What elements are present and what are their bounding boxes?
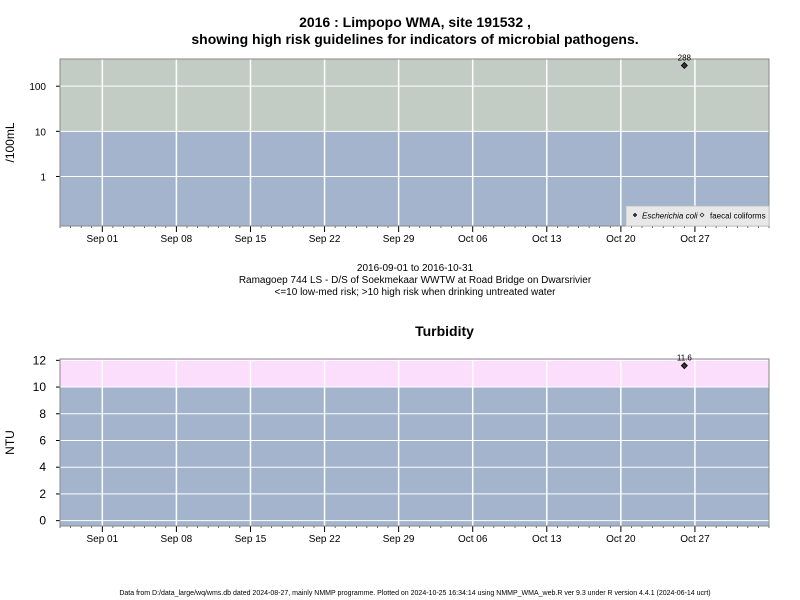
footer-text: Data from D:/data_large/wq/wms.db dated … <box>119 590 711 597</box>
site-description-text: Ramagoep 744 LS - D/S of Soekmekaar WWTW… <box>238 275 592 286</box>
chart-title-line-1: 2016 : Limpopo WMA, site 191532 , <box>299 14 531 30</box>
panel-2-y-tick-label: 8 <box>39 407 46 421</box>
panel-1-legend-label: faecal coliforms <box>710 212 766 221</box>
panel-1-x-tick-label: Oct 13 <box>532 234 562 245</box>
panel-2-low-risk-zone <box>60 387 769 526</box>
panel-2-x-tick-label: Oct 27 <box>680 534 710 545</box>
date-range-text: 2016-09-01 to 2016-10-31 <box>356 263 474 274</box>
panel-1-data-label: 288 <box>678 53 692 62</box>
risk-guideline-text: <=10 low-med risk; >10 high risk when dr… <box>274 287 556 298</box>
panel-1-legend-marker-filled <box>632 212 638 218</box>
panel-1-x-tick-label: Sep 15 <box>235 234 267 245</box>
panel-2-data-point <box>680 362 688 370</box>
panel-2-x-tick-label: Sep 01 <box>86 534 118 545</box>
panel-1-y-tick-label: 1 <box>40 172 46 183</box>
panel-2-y-tick-label: 6 <box>39 433 46 447</box>
panel-1-legend-label: Escherichia coli <box>642 212 698 221</box>
panel-1-y-axis-label: /100mL <box>3 122 17 162</box>
panel-2-x-tick-label: Sep 22 <box>309 534 341 545</box>
panel-2-high-risk-zone <box>60 359 769 388</box>
panel-1-x-tick-label: Oct 06 <box>458 234 488 245</box>
panel-1-x-tick-label: Sep 01 <box>86 234 118 245</box>
panel-1-y-tick-label: 10 <box>35 127 47 138</box>
panel-1-data-point <box>680 61 688 70</box>
panel-1-high-risk-zone <box>60 59 769 132</box>
panel-2-x-tick-label: Sep 08 <box>161 534 193 545</box>
panel-2-y-tick-label: 12 <box>33 353 47 367</box>
panel-2-x-tick-label: Oct 13 <box>532 534 562 545</box>
panel-1-x-tick-label: Sep 08 <box>161 234 193 245</box>
panel-1-legend-marker-open <box>699 212 705 218</box>
panel-1-x-tick-label: Oct 27 <box>680 234 710 245</box>
panel-2-x-tick-label: Sep 29 <box>383 534 415 545</box>
panel-2-y-axis-label: NTU <box>3 430 17 455</box>
panel-2-x-tick-label: Oct 06 <box>458 534 488 545</box>
panel-2-plot-frame <box>59 358 770 527</box>
panel-2-x-tick-label: Sep 15 <box>235 534 267 545</box>
chart-title-line-2: showing high risk guidelines for indicat… <box>191 31 639 47</box>
panel-2-y-tick-label: 0 <box>39 514 46 528</box>
panel-1-y-tick-label: 100 <box>29 82 46 93</box>
panel-2-y-tick-label: 2 <box>39 487 46 501</box>
panel-1-plot-frame <box>59 58 770 227</box>
panel-2-title: Turbidity <box>415 323 474 339</box>
panel-1-x-tick-label: Sep 29 <box>383 234 415 245</box>
panel-2-data-label: 11.6 <box>677 354 693 363</box>
panel-2-y-tick-label: 4 <box>39 460 46 474</box>
panel-1-x-tick-label: Oct 20 <box>606 234 636 245</box>
panel-1-x-tick-label: Sep 22 <box>309 234 341 245</box>
panel-2-x-tick-label: Oct 20 <box>606 534 636 545</box>
panel-2-y-tick-label: 10 <box>33 380 47 394</box>
panel-1-legend-box <box>625 205 770 227</box>
